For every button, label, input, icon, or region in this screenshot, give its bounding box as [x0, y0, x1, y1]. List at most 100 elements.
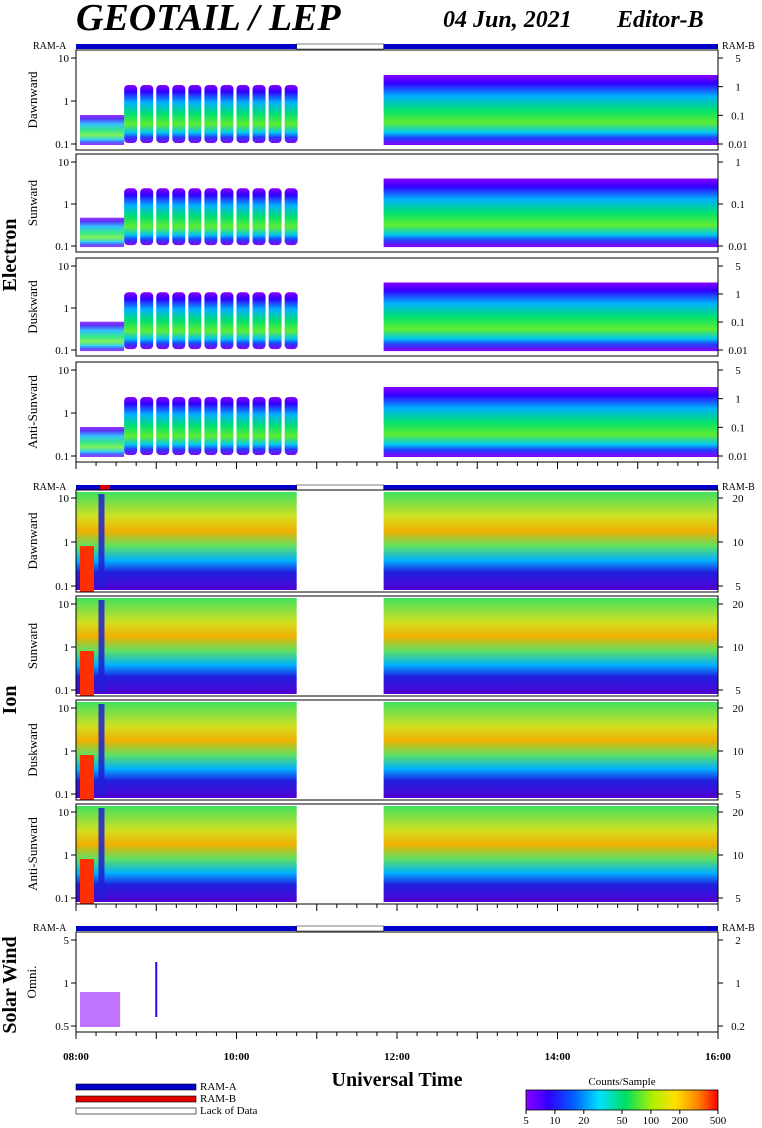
- lack-of-data-segment: [296, 484, 384, 491]
- colorbar-tick-label: 20: [578, 1115, 590, 1127]
- y-left-tick-label: 1: [64, 96, 70, 108]
- data-burst: [220, 397, 234, 455]
- y-left-tick-label: 1: [64, 746, 70, 758]
- data-burst: [140, 397, 154, 455]
- y-left-tick-label: 0.5: [55, 1021, 69, 1033]
- panel-solar-wind-omni: 5 1 0.5 2 1 0.2 Omni.: [24, 931, 745, 1033]
- data-band: [383, 282, 718, 352]
- y-left-tick-label: 10: [58, 703, 70, 715]
- panel-electron-duskward: 10 1 0.1 5 1 0.1 0.01 Duskward: [25, 257, 748, 357]
- data-stripe: [98, 494, 105, 588]
- colorbar-tick-label: 10: [549, 1115, 561, 1127]
- x-axis-title: Universal Time: [332, 1069, 463, 1091]
- data-hot-region: [80, 859, 95, 904]
- data-stripe: [98, 808, 105, 900]
- panel-electron-sunward: 10 1 0.1 1 0.1 0.01 Sunward: [25, 153, 748, 253]
- y-left-tick-label: 5: [64, 935, 70, 947]
- y-left-tick-label: 1: [64, 642, 70, 654]
- panel-ion-dawnward: 10 1 0.1 20 10 5 Dawnward: [25, 489, 745, 593]
- group-label: Electron: [0, 219, 21, 292]
- panel-name: Sunward: [25, 179, 40, 226]
- y-right-tick-label: 20: [733, 493, 745, 505]
- y-left-tick-label: 10: [58, 599, 70, 611]
- panel-electron-dawnward: 10 1 0.1 5 1 0.1 0.01 Dawnward: [25, 49, 748, 151]
- x-tick-label: 12:00: [384, 1051, 410, 1063]
- panel-frame: [75, 257, 719, 357]
- data-burst: [268, 397, 282, 455]
- axis-layer: 08:00 10:00 12:00 14:00 16:00: [63, 462, 731, 1063]
- panel-ion-anti-sunward: 10 1 0.1 20 10 5 Anti-Sunward: [25, 803, 745, 905]
- y-right-tick-label: 20: [733, 807, 745, 819]
- date-label: 04 Jun, 2021: [443, 7, 572, 33]
- panel-name: Duskward: [25, 723, 40, 777]
- y-left-tick-label: 10: [58, 807, 70, 819]
- panel-frame: [75, 931, 719, 1033]
- data-burst: [172, 292, 186, 350]
- y-right-tick-label: 1: [735, 157, 741, 169]
- data-burst: [284, 292, 298, 350]
- colorbar-ticks: 5 10 20 50 100 200 500: [523, 1110, 727, 1127]
- ram-bar-segment: [76, 485, 297, 490]
- data-stripe: [98, 600, 105, 692]
- data-band: [383, 702, 718, 798]
- y-right-tick-label: 0.1: [731, 422, 745, 434]
- ram-bar-left-label: RAM-A: [33, 923, 67, 934]
- y-left-tick-label: 1: [64, 303, 70, 315]
- y-right-tick-label: 10: [733, 642, 745, 654]
- lack-of-data-segment: [296, 925, 384, 932]
- data-burst: [124, 292, 138, 350]
- data-burst: [188, 397, 202, 455]
- data-burst: [124, 188, 138, 246]
- y-right-tick-label: 20: [733, 599, 745, 611]
- y-right-tick-label: 10: [733, 537, 745, 549]
- panel-frame: [75, 489, 719, 593]
- x-tick-label: 14:00: [545, 1051, 571, 1063]
- editor-label: Editor-B: [616, 7, 704, 33]
- group-label: Solar Wind: [0, 936, 21, 1033]
- y-left-tick-label: 0.1: [55, 893, 69, 905]
- data-band: [383, 178, 718, 248]
- ram-bar-right-label: RAM-B: [722, 923, 755, 934]
- data-burst: [220, 188, 234, 246]
- figure-title: GEOTAIL / LEP: [76, 0, 341, 39]
- y-left-tick-label: 10: [58, 261, 70, 273]
- y-right-tick-label: 5: [735, 581, 741, 593]
- y-right-tick-label: 1: [735, 394, 741, 406]
- panel-electron-anti-sunward: 10 1 0.1 5 1 0.1 0.01 Anti-Sunward: [25, 361, 748, 463]
- y-right-tick-label: 5: [735, 261, 741, 273]
- data-burst: [220, 85, 234, 143]
- data-fragment: [80, 427, 125, 457]
- y-right-tick-label: 0.01: [728, 451, 747, 463]
- y-right-tick-label: 5: [735, 789, 741, 801]
- panel-name: Sunward: [25, 622, 40, 669]
- x-tick-label: 10:00: [224, 1051, 250, 1063]
- y-right-tick-label: 1: [735, 82, 741, 94]
- y-left-tick-label: 1: [64, 408, 70, 420]
- panel-name: Dawnward: [25, 71, 40, 129]
- legend-swatch-ram-b: [75, 1095, 197, 1103]
- y-right-tick-label: 5: [735, 685, 741, 697]
- colorbar-tick-label: 200: [672, 1115, 689, 1127]
- y-left-tick-label: 10: [58, 53, 70, 65]
- legend-swatch-lack-of-data: [75, 1107, 197, 1115]
- panel-ion-duskward: 10 1 0.1 20 10 5 Duskward: [25, 699, 745, 801]
- y-left-tick-label: 1: [64, 537, 70, 549]
- panel-name: Dawnward: [25, 512, 40, 570]
- data-band: [76, 492, 297, 590]
- y-right-tick-label: 0.2: [731, 1021, 745, 1033]
- data-burst: [172, 85, 186, 143]
- x-tick-label: 16:00: [705, 1051, 731, 1063]
- data-hot-region: [80, 651, 95, 696]
- panel-name: Anti-Sunward: [25, 375, 40, 449]
- colorbar-tick-label: 500: [710, 1115, 727, 1127]
- data-burst: [236, 85, 250, 143]
- y-left-tick-label: 10: [58, 365, 70, 377]
- group-label: Ion: [0, 686, 21, 715]
- y-right-tick-label: 10: [733, 746, 745, 758]
- data-band: [383, 598, 718, 694]
- data-burst: [124, 397, 138, 455]
- legend: RAM-A RAM-B Lack of Data: [75, 1081, 258, 1117]
- y-left-tick-label: 0.1: [55, 139, 69, 151]
- y-left-tick-label: 0.1: [55, 345, 69, 357]
